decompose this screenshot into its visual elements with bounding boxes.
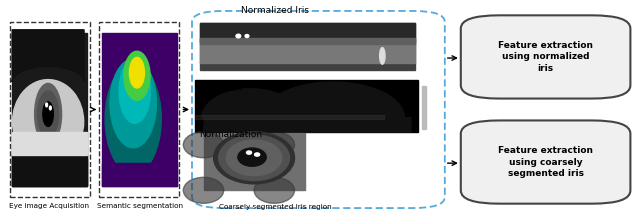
Ellipse shape [236,34,241,38]
Ellipse shape [49,106,51,110]
Ellipse shape [255,153,260,156]
Ellipse shape [124,51,150,100]
Bar [12,159,87,186]
Ellipse shape [219,135,289,180]
Ellipse shape [227,140,282,176]
Ellipse shape [183,177,224,203]
Bar [200,39,415,63]
Text: Coarsely segmented Iris region: Coarsely segmented Iris region [219,204,332,210]
Bar [422,86,426,129]
Bar [200,23,415,70]
Ellipse shape [35,83,61,145]
Ellipse shape [183,132,224,158]
Bar [200,23,415,42]
Ellipse shape [129,57,145,88]
Bar [12,132,87,155]
Text: Feature extraction
using coarsely
segmented iris: Feature extraction using coarsely segmen… [498,146,593,178]
Ellipse shape [245,35,249,37]
Ellipse shape [13,79,84,164]
Ellipse shape [238,148,266,166]
Polygon shape [12,30,84,82]
Text: Normalized Iris: Normalized Iris [241,6,309,16]
Ellipse shape [43,102,53,126]
Polygon shape [202,82,411,132]
Bar [204,125,305,190]
Bar [195,115,384,119]
Ellipse shape [119,59,150,123]
Bar [102,163,177,186]
FancyBboxPatch shape [461,15,630,99]
Bar [200,38,415,44]
Polygon shape [15,152,82,175]
Bar [12,155,87,186]
Bar [195,80,418,132]
FancyBboxPatch shape [461,120,630,204]
Text: Feature extraction
using normalized
iris: Feature extraction using normalized iris [498,41,593,73]
Ellipse shape [246,151,252,154]
Text: Eye image Acquisition: Eye image Acquisition [10,203,90,209]
Ellipse shape [38,91,59,137]
Text: Semantic segmentation: Semantic segmentation [97,203,182,209]
Ellipse shape [214,132,294,184]
Bar [12,33,87,186]
Text: Mask: Mask [219,84,242,93]
Ellipse shape [110,59,156,148]
Ellipse shape [105,64,161,174]
Ellipse shape [380,48,385,64]
Text: Normalization: Normalization [199,130,262,139]
Ellipse shape [254,132,294,158]
Bar [102,33,177,186]
Ellipse shape [45,103,47,107]
Ellipse shape [254,177,294,203]
